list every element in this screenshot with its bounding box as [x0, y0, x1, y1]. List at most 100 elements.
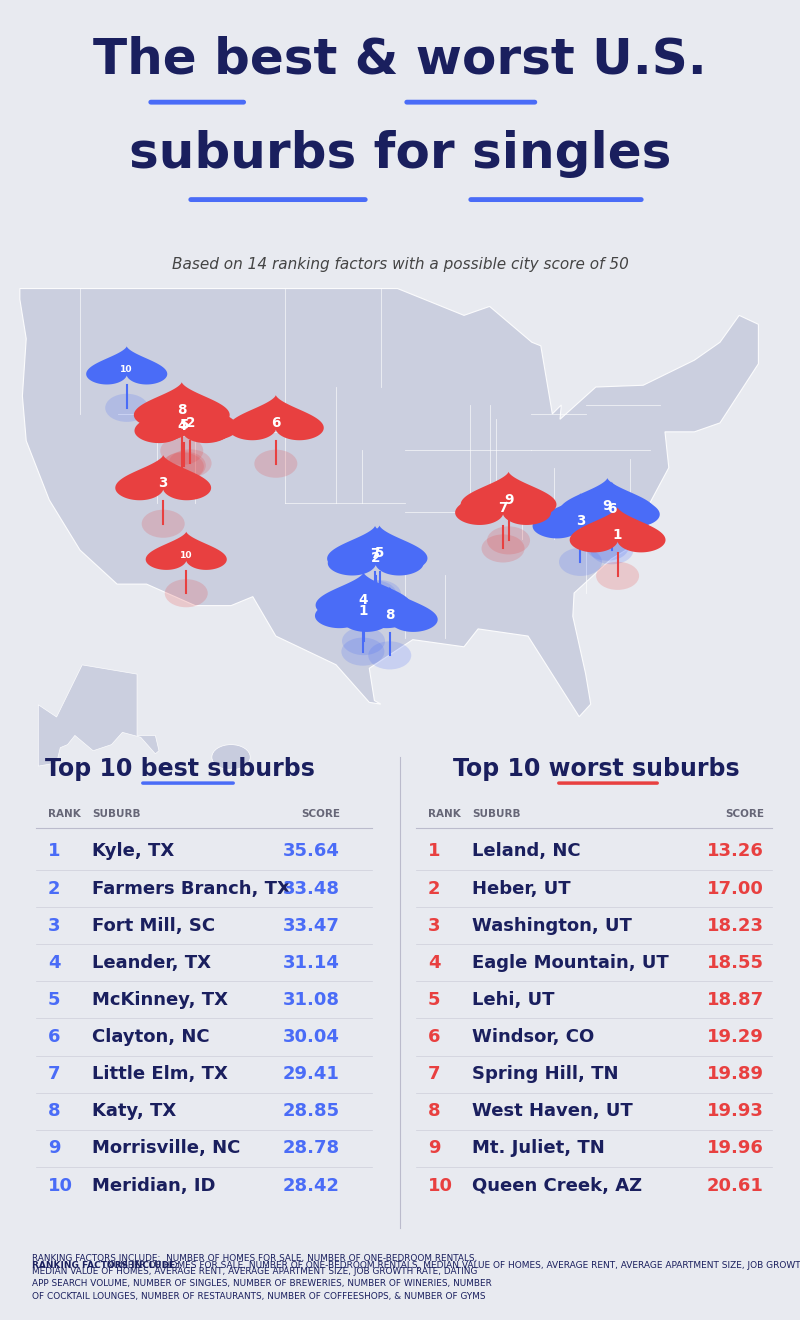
Polygon shape: [134, 397, 230, 444]
Text: 19.93: 19.93: [707, 1102, 764, 1121]
Polygon shape: [328, 531, 424, 576]
Circle shape: [590, 536, 634, 564]
Text: 9: 9: [428, 1139, 441, 1158]
Text: 19.89: 19.89: [707, 1065, 764, 1084]
Circle shape: [342, 627, 385, 655]
Text: Leander, TX: Leander, TX: [92, 954, 211, 972]
Circle shape: [596, 562, 639, 590]
Polygon shape: [142, 395, 238, 440]
Text: 10: 10: [180, 550, 193, 560]
Text: 9: 9: [48, 1139, 61, 1158]
Text: 20.61: 20.61: [707, 1176, 764, 1195]
Polygon shape: [146, 532, 226, 570]
Text: 9: 9: [602, 499, 612, 513]
Text: Based on 14 ranking factors with a possible city score of 50: Based on 14 ranking factors with a possi…: [171, 256, 629, 272]
Text: 31.08: 31.08: [283, 991, 340, 1008]
Polygon shape: [115, 455, 211, 500]
Text: 3: 3: [576, 513, 585, 528]
Text: 19.96: 19.96: [707, 1139, 764, 1158]
Polygon shape: [327, 525, 423, 572]
Text: 30.04: 30.04: [283, 1028, 340, 1045]
Circle shape: [254, 450, 298, 478]
Text: Morrisville, NC: Morrisville, NC: [92, 1139, 240, 1158]
Text: 18.23: 18.23: [707, 916, 764, 935]
Text: 28.85: 28.85: [283, 1102, 340, 1121]
Text: The best & worst U.S.: The best & worst U.S.: [93, 36, 707, 83]
Circle shape: [169, 449, 211, 478]
Text: Eagle Mountain, UT: Eagle Mountain, UT: [472, 954, 669, 972]
Text: 3: 3: [158, 477, 168, 490]
Text: Leland, NC: Leland, NC: [472, 842, 581, 861]
Text: 31.14: 31.14: [283, 954, 340, 972]
Text: SCORE: SCORE: [301, 809, 340, 820]
Text: 28.78: 28.78: [283, 1139, 340, 1158]
Text: Spring Hill, TN: Spring Hill, TN: [472, 1065, 618, 1084]
Text: 4: 4: [428, 954, 441, 972]
Text: Little Elm, TX: Little Elm, TX: [92, 1065, 228, 1084]
Text: Fort Mill, SC: Fort Mill, SC: [92, 916, 215, 935]
Text: Top 10 best suburbs: Top 10 best suburbs: [45, 756, 315, 780]
Text: Meridian, ID: Meridian, ID: [92, 1176, 215, 1195]
Text: RANK: RANK: [428, 809, 461, 820]
Text: 8: 8: [385, 607, 394, 622]
Polygon shape: [559, 478, 655, 523]
Text: 3: 3: [48, 916, 61, 935]
Text: 2: 2: [371, 552, 380, 565]
Text: 1: 1: [48, 842, 61, 861]
Text: 10: 10: [48, 1176, 73, 1195]
Text: 7: 7: [498, 500, 508, 515]
Text: Queen Creek, AZ: Queen Creek, AZ: [472, 1176, 642, 1195]
Text: suburbs for singles: suburbs for singles: [129, 131, 671, 178]
Polygon shape: [533, 494, 629, 539]
Text: 19.29: 19.29: [707, 1028, 764, 1045]
Text: 1: 1: [428, 842, 441, 861]
Text: 33.48: 33.48: [283, 879, 340, 898]
Text: 6: 6: [271, 416, 281, 430]
Text: 28.42: 28.42: [283, 1176, 340, 1195]
Circle shape: [161, 453, 204, 480]
Text: 29.41: 29.41: [283, 1065, 340, 1084]
Text: 7: 7: [48, 1065, 61, 1084]
Polygon shape: [136, 397, 232, 442]
Circle shape: [559, 548, 602, 576]
Polygon shape: [331, 525, 427, 570]
Text: Washington, UT: Washington, UT: [472, 916, 632, 935]
Text: 4: 4: [359, 593, 368, 607]
Circle shape: [163, 451, 206, 479]
Polygon shape: [86, 346, 167, 384]
Circle shape: [368, 642, 411, 669]
Polygon shape: [570, 507, 666, 552]
Polygon shape: [461, 471, 557, 517]
Text: SUBURB: SUBURB: [92, 809, 141, 820]
Text: Mt. Juliet, TN: Mt. Juliet, TN: [472, 1139, 605, 1158]
Polygon shape: [315, 573, 411, 618]
Text: 5: 5: [180, 417, 189, 432]
Text: RANK: RANK: [48, 809, 81, 820]
Text: 8: 8: [177, 403, 186, 417]
Text: 8: 8: [428, 1102, 441, 1121]
Text: 6: 6: [607, 503, 617, 516]
Text: 7: 7: [428, 1065, 441, 1084]
Polygon shape: [315, 583, 411, 628]
Circle shape: [165, 579, 208, 607]
Circle shape: [106, 393, 148, 422]
Text: 13.26: 13.26: [707, 842, 764, 861]
Text: 7: 7: [370, 546, 380, 561]
Text: Kyle, TX: Kyle, TX: [92, 842, 174, 861]
Polygon shape: [228, 395, 324, 441]
Text: RANKING FACTORS INCLUDE:: RANKING FACTORS INCLUDE:: [32, 1261, 179, 1270]
Polygon shape: [564, 482, 660, 527]
Circle shape: [354, 581, 397, 609]
Polygon shape: [455, 479, 551, 525]
Circle shape: [354, 585, 397, 612]
Circle shape: [482, 535, 525, 562]
Text: 5: 5: [428, 991, 441, 1008]
Text: McKinney, TX: McKinney, TX: [92, 991, 228, 1008]
Text: RANKING FACTORS INCLUDE:  NUMBER OF HOMES FOR SALE, NUMBER OF ONE-BEDROOM RENTAL: RANKING FACTORS INCLUDE: NUMBER OF HOMES…: [32, 1254, 492, 1300]
Polygon shape: [134, 381, 230, 428]
Circle shape: [586, 532, 629, 561]
Text: 18.55: 18.55: [707, 954, 764, 972]
Text: West Haven, UT: West Haven, UT: [472, 1102, 633, 1121]
Circle shape: [487, 527, 530, 554]
Text: 2: 2: [186, 416, 194, 429]
